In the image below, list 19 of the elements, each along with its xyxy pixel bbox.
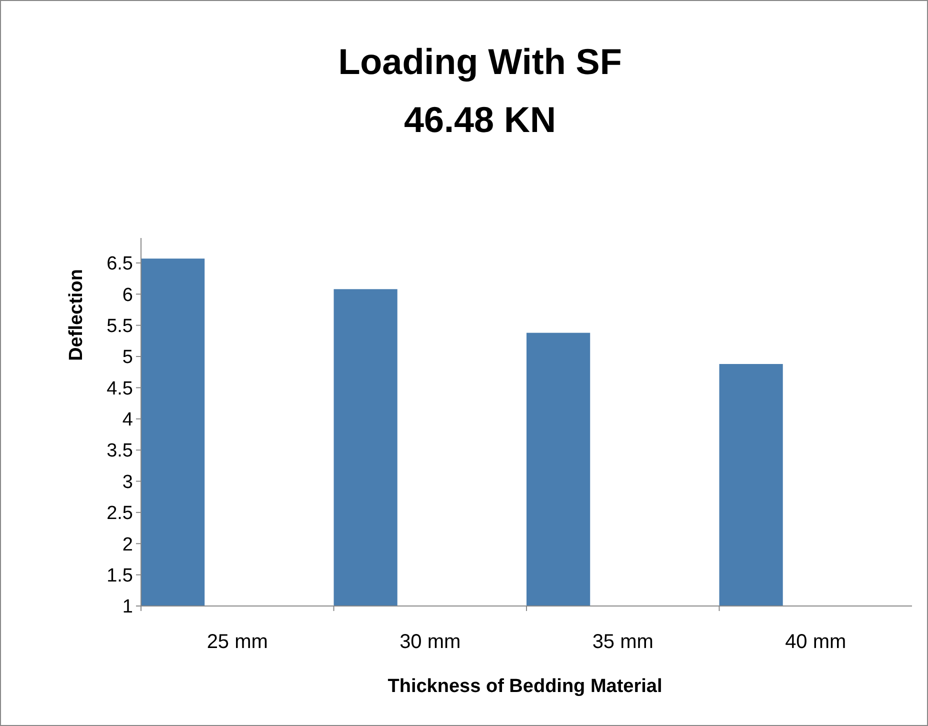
chart-title: Loading With SF 46.48 KN	[338, 41, 622, 140]
y-tick-label: 4.5	[106, 378, 133, 400]
y-tick-label: 4	[122, 410, 134, 431]
x-tick-label: 30 mm	[400, 631, 461, 653]
x-tick-label: 35 mm	[592, 631, 654, 653]
y-tick-label: 3.5	[106, 440, 133, 462]
y-tick-label: 3	[122, 472, 133, 493]
x-axis-title: Thickness of Bedding Material	[388, 676, 662, 697]
y-tick-label: 1.5	[106, 565, 133, 586]
x-tick-label: 40 mm	[785, 631, 846, 653]
y-tick-label: 6.5	[106, 254, 133, 275]
y-axis-title: Deflection	[66, 269, 87, 361]
y-tick-label: 2.5	[106, 503, 133, 524]
x-tick-label: 25 mm	[206, 631, 268, 653]
y-tick-label: 1	[122, 596, 133, 618]
y-tick-label: 2	[122, 534, 133, 556]
y-tick-label: 6	[122, 284, 133, 306]
y-tick-label: 5.5	[106, 316, 133, 337]
y-tick-label: 5	[122, 347, 133, 368]
